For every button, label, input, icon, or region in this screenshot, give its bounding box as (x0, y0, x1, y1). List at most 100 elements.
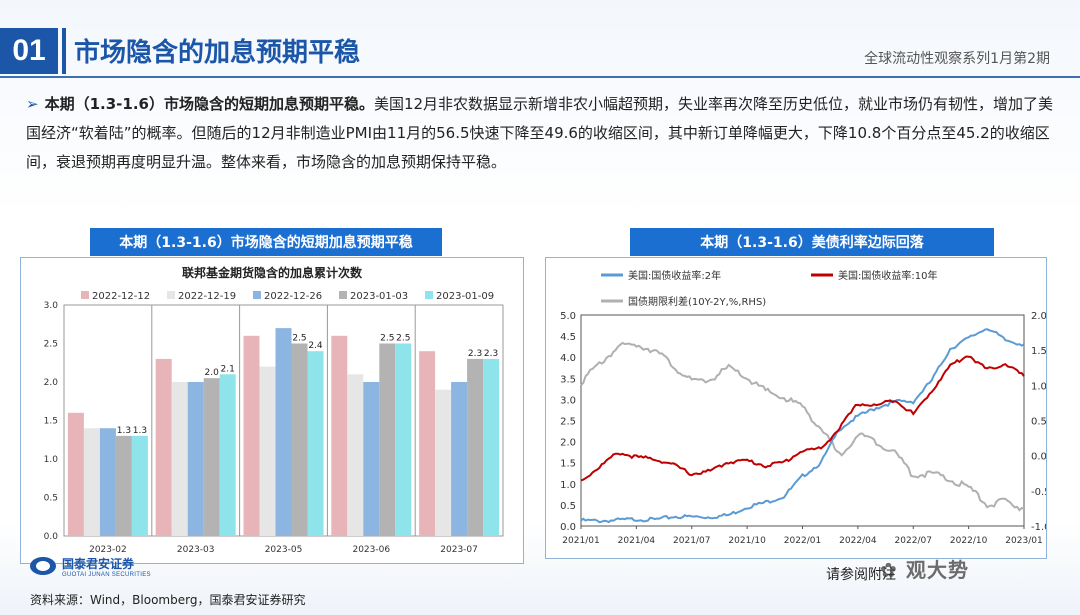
legend-swatch (425, 291, 433, 299)
bar-chart: 联邦基金期货隐含的加息累计次数 2022-12-12 2022-12-19 2022-… (44, 265, 504, 555)
data-label: 1.3 (133, 426, 147, 436)
data-label: 2.5 (396, 334, 410, 344)
line-chart: 美国:国债收益率:2年 美国:国债收益率:10年国债期限利差(10Y-2Y,%,R… (560, 269, 1050, 546)
legend-label: 2022-12-12 (92, 291, 150, 302)
legend-swatch (167, 291, 175, 299)
bar (291, 343, 308, 536)
legend-label: 美国:国债收益率:10年 (838, 269, 937, 282)
x-tick-label: 2022/10 (950, 536, 988, 546)
legend-swatch (253, 291, 261, 299)
bar (435, 389, 452, 536)
watermark: 观大势 (906, 558, 969, 582)
data-label: 2.3 (468, 349, 482, 359)
data-label: 2.5 (380, 334, 394, 344)
y-left-tick-label: 1.5 (560, 459, 576, 470)
bar (155, 358, 172, 536)
y-left-tick-label: 4.0 (560, 353, 576, 364)
right-panel-title: 本期（1.3-1.6）美债利率边际回落 (630, 228, 994, 256)
legend-label: 2022-12-26 (264, 291, 322, 302)
legend-label: 美国:国债收益率:2年 (628, 269, 721, 282)
bar (347, 374, 364, 536)
page-header: 01 市场隐含的加息预期平稳 全球流动性观察系列1月第2期 (0, 22, 1080, 78)
bar (275, 328, 292, 536)
report-series-name: 全球流动性观察系列1月第2期 (864, 51, 1050, 67)
source-note: 资料来源：Wind，Bloomberg，国泰君安证券研究 (30, 593, 306, 607)
legend-swatch (339, 291, 347, 299)
bar (219, 374, 236, 536)
data-label: 2.5 (292, 334, 306, 344)
logo-mark-icon (30, 557, 56, 575)
series-line (580, 355, 1025, 482)
data-label: 2.4 (308, 341, 323, 351)
bar (419, 351, 436, 536)
summary-paragraph: ➢ 本期（1.3-1.6）市场隐含的短期加息预期平稳。美国12月非农数据显示新增非… (26, 90, 1066, 177)
page-title: 市场隐含的加息预期平稳 (74, 38, 361, 68)
x-tick-label: 2023-05 (265, 545, 303, 555)
section-divider (62, 28, 66, 74)
y-left-tick-label: 0.5 (560, 501, 576, 512)
bar-chart-panel: 联邦基金期货隐含的加息累计次数 2022-12-12 2022-12-19 2022-… (20, 257, 524, 564)
y-left-tick-label: 2.0 (560, 438, 576, 449)
legend-swatch (81, 291, 89, 299)
left-panel-title: 本期（1.3-1.6）市场隐含的短期加息预期平稳 (90, 228, 442, 256)
summary-lead: 本期（1.3-1.6）市场隐含的短期加息预期平稳。 (44, 95, 374, 113)
logo-name-en: GUOTAI JUNAN SECURITIES (62, 571, 151, 578)
y-tick-label: 0.0 (44, 532, 59, 542)
x-tick-label: 2023-02 (89, 545, 127, 555)
company-logo: 国泰君安证券 GUOTAI JUNAN SECURITIES (30, 555, 151, 578)
disclaimer-note: 请参阅附注 (826, 567, 896, 583)
bar (379, 343, 396, 536)
y-left-tick-label: 5.0 (560, 311, 576, 322)
y-right-tick-label: 2.0 (1031, 311, 1046, 322)
bar (331, 335, 348, 536)
x-tick-label: 2023/01 (1005, 536, 1042, 546)
section-number: 01 (0, 28, 58, 74)
line-chart-panel: 美国:国债收益率:2年 美国:国债收益率:10年国债期限利差(10Y-2Y,%,R… (545, 257, 1051, 559)
legend-label: 2023-01-09 (436, 291, 494, 302)
x-tick-label: 2021/01 (562, 536, 599, 546)
wechat-icon: ✿ (880, 558, 897, 582)
x-tick-label: 2022/04 (839, 536, 877, 546)
x-tick-label: 2023-06 (352, 545, 390, 555)
y-left-tick-label: 4.5 (560, 332, 576, 343)
series-line (580, 341, 1025, 512)
data-label: 2.1 (221, 364, 235, 374)
summary-text: 美国12月非农数据显示新增非农小幅超预期，失业率再次降至历史低位，就业市场仍有韧… (26, 95, 1054, 171)
bullet-arrow-icon: ➢ (26, 95, 39, 113)
y-right-tick-label: 1.0 (1031, 381, 1046, 392)
x-tick-label: 2021/10 (728, 536, 766, 546)
y-right-tick-label: -1.0 (1031, 522, 1046, 533)
header-rule (0, 76, 1080, 78)
y-right-tick-label: -0.5 (1031, 487, 1046, 498)
x-tick-label: 2022/07 (895, 536, 932, 546)
y-tick-label: 1.0 (44, 455, 59, 465)
bar (187, 382, 204, 536)
bar (243, 335, 260, 536)
bar (307, 351, 324, 536)
x-tick-label: 2023-07 (440, 545, 478, 555)
legend-label: 国债期限利差(10Y-2Y,%,RHS) (628, 295, 766, 308)
y-tick-label: 2.5 (44, 340, 58, 350)
bar (451, 382, 468, 536)
legend-label: 2022-12-19 (178, 291, 236, 302)
y-tick-label: 3.0 (44, 301, 59, 311)
bar (259, 366, 276, 536)
bar (483, 358, 500, 536)
data-label: 2.3 (484, 349, 498, 359)
y-left-tick-label: 3.5 (560, 374, 576, 385)
logo-name: 国泰君安证券 (62, 556, 135, 571)
bar (467, 358, 484, 536)
bar (171, 382, 188, 536)
x-tick-label: 2021/04 (618, 536, 656, 546)
bar (115, 435, 132, 536)
data-label: 1.3 (117, 426, 131, 436)
x-tick-label: 2023-03 (177, 545, 215, 555)
bar (83, 428, 100, 536)
bar (99, 428, 116, 536)
bar (131, 435, 148, 536)
legend-label: 2023-01-03 (350, 291, 408, 302)
data-label: 2.0 (205, 368, 220, 378)
y-tick-label: 1.5 (44, 417, 58, 427)
y-right-tick-label: 1.5 (1031, 346, 1046, 357)
y-left-tick-label: 3.0 (560, 395, 576, 406)
